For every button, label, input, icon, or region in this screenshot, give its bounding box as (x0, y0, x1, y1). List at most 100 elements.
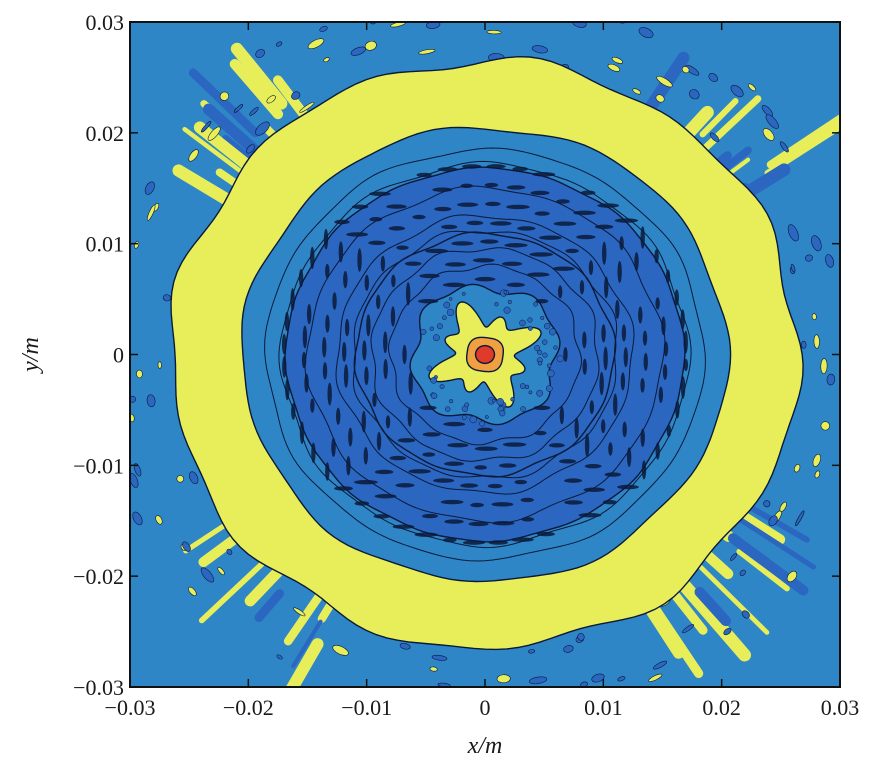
dark-blob (301, 351, 307, 369)
dark-blob (336, 407, 341, 425)
x-axis: −0.03 −0.02 −0.01 0 0.01 0.02 0.03 (105, 22, 859, 720)
dark-blob (619, 236, 624, 251)
dark-blob (369, 191, 391, 196)
speckle (495, 690, 502, 699)
dark-blob (457, 202, 479, 207)
dark-blob (344, 318, 350, 337)
dark-blob (425, 248, 448, 254)
dark-blob (675, 400, 680, 419)
speckle (130, 395, 137, 403)
dark-blob (487, 483, 503, 489)
dark-blob (573, 210, 596, 216)
inner-dot (464, 402, 470, 408)
dark-blob (642, 330, 648, 346)
y-tick-label: 0 (113, 343, 124, 368)
speckle (332, 645, 349, 656)
speckle (201, 120, 212, 133)
y-axis-label: y/m (18, 337, 44, 374)
speckle (632, 88, 642, 95)
corner-streak (188, 68, 260, 138)
corner-streak (731, 513, 817, 570)
dark-blob (361, 410, 366, 433)
dark-blob (443, 421, 466, 427)
dark-blob (594, 224, 614, 230)
speckle (800, 340, 807, 349)
inner-dot (444, 406, 451, 412)
inner-dot (553, 345, 558, 350)
contour-line (304, 185, 666, 524)
inner-dot (536, 389, 544, 397)
speckle (226, 548, 233, 555)
dark-blob (661, 316, 666, 336)
speckle (323, 57, 330, 63)
inner-dot (536, 349, 543, 356)
speckle (155, 515, 163, 525)
inner-dot (469, 415, 477, 424)
dark-blob (638, 306, 643, 324)
dark-blob (510, 537, 534, 542)
dark-blob (447, 443, 469, 448)
speckle (820, 358, 828, 374)
speckle (146, 204, 156, 221)
dark-blob (548, 443, 565, 448)
speckle (426, 22, 441, 29)
inner-dot (540, 315, 545, 320)
dark-blob (601, 324, 606, 343)
inner-dot (547, 369, 555, 378)
speckle (648, 673, 663, 682)
plot-area (100, 22, 840, 699)
speckle (617, 676, 626, 682)
dark-blob (357, 248, 362, 272)
speckle (826, 373, 836, 386)
dark-blob (462, 540, 486, 545)
dark-blob (634, 252, 639, 272)
dark-blob (643, 352, 648, 371)
dark-blob (521, 517, 535, 522)
speckle (133, 463, 142, 477)
speckle (708, 73, 719, 82)
dark-blob (353, 479, 378, 485)
speckle (787, 224, 799, 242)
speckle (100, 365, 104, 379)
inner-dot (527, 317, 533, 323)
inner-dot (546, 363, 552, 368)
dark-blob (325, 263, 330, 279)
dark-blob (615, 299, 620, 319)
inner-dot (496, 398, 504, 406)
inner-dot (534, 345, 541, 352)
speckle (157, 361, 162, 369)
inner-dot (545, 385, 553, 392)
dark-blob (533, 405, 551, 410)
dark-blob (462, 164, 482, 169)
speckle (182, 541, 191, 552)
dark-blob (408, 371, 413, 395)
dark-blob (363, 446, 368, 465)
dark-blob (520, 497, 534, 503)
dark-blob (539, 235, 562, 240)
inner-dot (533, 301, 538, 307)
corner-streak (694, 586, 732, 627)
dark-blob (506, 282, 525, 288)
dark-blob (597, 203, 620, 208)
speckle (656, 75, 673, 88)
dark-blob (534, 430, 547, 436)
dark-blob (422, 513, 438, 519)
speckle (611, 56, 624, 64)
dark-blob (390, 306, 396, 327)
dark-blob (514, 479, 527, 485)
dark-blob (416, 172, 432, 178)
speckle (563, 645, 574, 653)
inner-dot (520, 406, 526, 412)
dark-blob (477, 427, 493, 433)
dark-blob (282, 356, 287, 378)
dark-blob (680, 376, 686, 399)
dark-blob (589, 400, 595, 415)
dark-blob (579, 280, 585, 295)
dark-blob (373, 514, 391, 519)
dark-blob (617, 484, 639, 490)
dark-blob (332, 292, 337, 310)
corner-streak (766, 113, 840, 169)
y-axis: −0.03 −0.02 −0.01 0 0.01 0.02 0.03 (73, 10, 840, 700)
x-tick-label: −0.01 (341, 695, 392, 720)
corner-streak (285, 638, 324, 687)
